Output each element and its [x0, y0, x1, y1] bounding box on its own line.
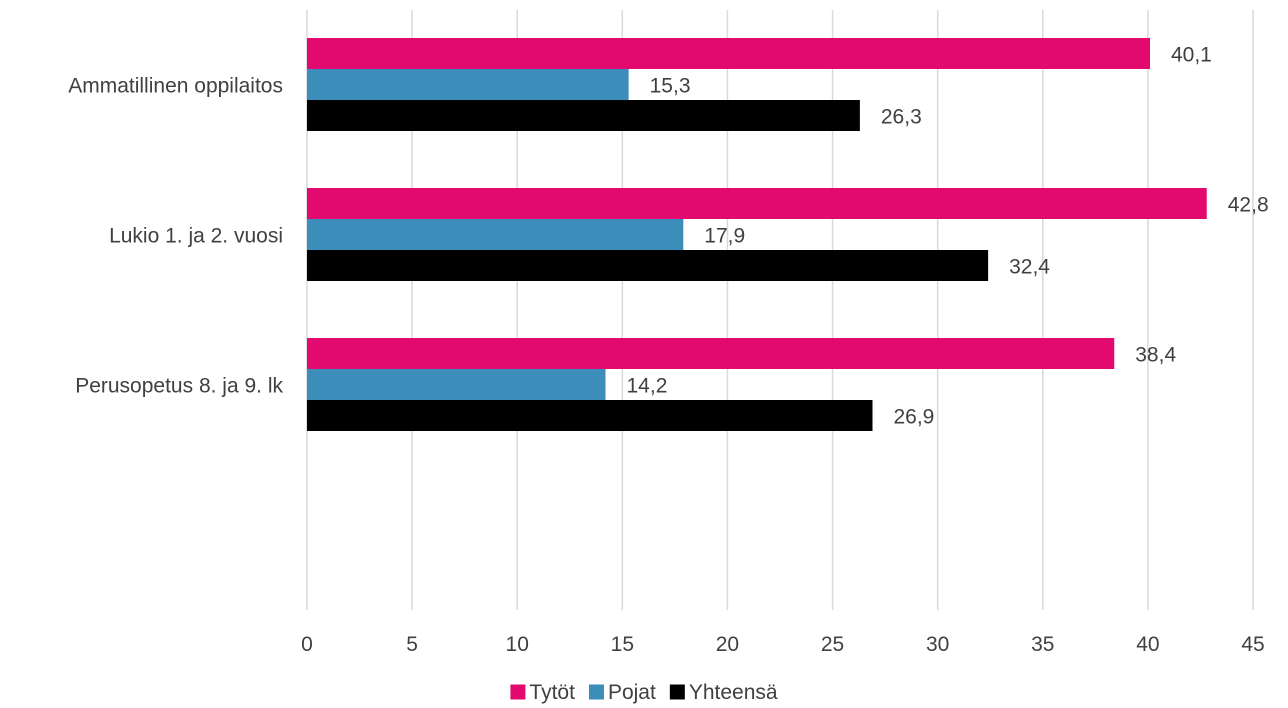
bar-tytot-ammatillinen-oppilaitos [307, 38, 1150, 69]
legend-item-pojat: Pojat [588, 681, 656, 704]
bar-pojat-perusopetus-8-ja-9-lk [307, 369, 606, 400]
x-tick-label: 45 [1241, 633, 1264, 656]
x-tick-label: 25 [821, 633, 844, 656]
legend-swatch [510, 684, 526, 700]
x-tick-label: 0 [301, 633, 313, 656]
x-tick-label: 35 [1031, 633, 1054, 656]
bar-yhteensa-perusopetus-8-ja-9-lk [307, 400, 873, 431]
bar-tytot-lukio-1-ja-2-vuosi [307, 188, 1207, 219]
legend-label: Pojat [608, 681, 656, 704]
data-label-tytot: 38,4 [1135, 344, 1176, 367]
data-label-pojat: 14,2 [627, 375, 668, 398]
category-label: Perusopetus 8. ja 9. lk [75, 375, 283, 398]
data-label-yhteensa: 26,9 [893, 406, 934, 429]
category-label: Lukio 1. ja 2. vuosi [109, 225, 283, 248]
bar-tytot-perusopetus-8-ja-9-lk [307, 338, 1115, 369]
x-tick-label: 15 [611, 633, 634, 656]
x-tick-label: 40 [1136, 633, 1159, 656]
bar-yhteensa-ammatillinen-oppilaitos [307, 100, 860, 131]
bar-pojat-ammatillinen-oppilaitos [307, 69, 629, 100]
data-label-tytot: 40,1 [1171, 44, 1212, 67]
x-tick-label: 20 [716, 633, 739, 656]
data-label-pojat: 17,9 [704, 225, 745, 248]
legend-label: Yhteensä [689, 681, 778, 704]
data-label-yhteensa: 26,3 [881, 106, 922, 129]
legend-swatch [588, 684, 604, 700]
legend-item-tytot: Tytöt [510, 681, 575, 704]
axes: 0 5 10 15 20 25 30 35 40 45 Ammatillinen oppilaito… [68, 75, 1264, 657]
x-tick-label: 30 [926, 633, 949, 656]
legend-item-yhteensa: Yhteensä [669, 681, 778, 704]
bar-pojat-lukio-1-ja-2-vuosi [307, 219, 684, 250]
category-label: Ammatillinen oppilaitos [68, 75, 283, 98]
data-label-pojat: 15,3 [650, 75, 691, 98]
data-labels: 40,1 15,3 26,3 42,8 17,9 32,4 38,4 14,2 26,9 [627, 44, 1269, 429]
data-label-yhteensa: 32,4 [1009, 256, 1050, 279]
legend-swatch [669, 684, 685, 700]
data-label-tytot: 42,8 [1228, 194, 1269, 217]
legend: Tytöt Pojat Yhteensä [510, 681, 778, 704]
bars [307, 38, 1207, 431]
x-tick-label: 5 [406, 633, 418, 656]
bar-yhteensa-lukio-1-ja-2-vuosi [307, 250, 989, 281]
x-tick-label: 10 [506, 633, 529, 656]
legend-label: Tytöt [529, 681, 575, 704]
